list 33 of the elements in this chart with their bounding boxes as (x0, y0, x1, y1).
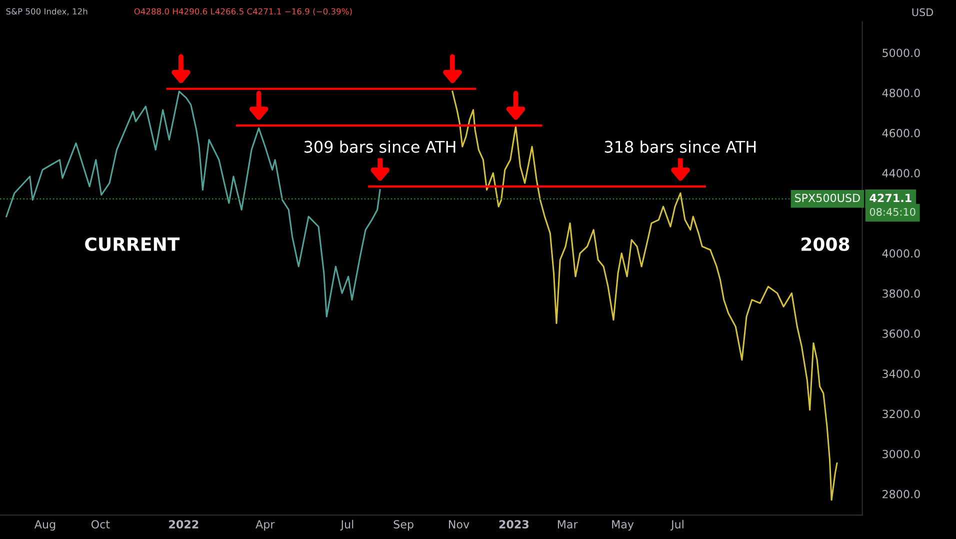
ref-line-label: SPX500USD (795, 194, 860, 202)
annotation: 318 bars since ATH (604, 140, 756, 153)
y-tick-label: 4400.0 (882, 169, 920, 178)
text: 4271.1 (870, 194, 912, 202)
x-tick-label: Apr (256, 520, 275, 531)
y-tick-label: 2800.0 (882, 490, 920, 498)
annotation: CURRENT (85, 237, 180, 251)
x-tick-label: 2022 (169, 520, 198, 528)
y-tick-label: 3600.0 (882, 329, 920, 338)
x-tick-label: May (612, 520, 634, 531)
y-tick-label: 5000.0 (882, 48, 920, 58)
y-tick-label: 3200.0 (882, 410, 920, 418)
y-tick-label: 4000.0 (882, 249, 920, 258)
x-tick-label: Jul (670, 520, 684, 531)
y-tick-label: 4600.0 (882, 128, 920, 138)
x-tick-label: Sep (394, 520, 414, 531)
chart-title: S&P 500 Index, 12h (6, 8, 88, 16)
chart-subtitle: O4288.0 H4290.6 L4266.5 C4271.1 −16.9 (−0.39%) (134, 8, 352, 16)
x-tick-label: Nov (449, 520, 470, 528)
text: 08:45:10 (870, 208, 916, 216)
annotation: 309 bars since ATH (304, 140, 456, 153)
x-tick-label: Aug (34, 520, 56, 531)
y-tick-label: 3800.0 (882, 289, 920, 298)
line-series (6, 90, 381, 318)
x-tick-label: Mar (558, 520, 578, 528)
y-tick-label: 4800.0 (882, 88, 920, 98)
y-tick-label: 3400.0 (882, 370, 920, 378)
x-tick-label: Jul (340, 520, 354, 531)
x-tick-label: 2023 (499, 520, 529, 528)
y-tick-label: 3000.0 (882, 450, 920, 458)
x-tick-label: Oct (91, 520, 110, 528)
annotation: 2008 (802, 237, 850, 251)
y-axis-title: USD (912, 8, 934, 16)
